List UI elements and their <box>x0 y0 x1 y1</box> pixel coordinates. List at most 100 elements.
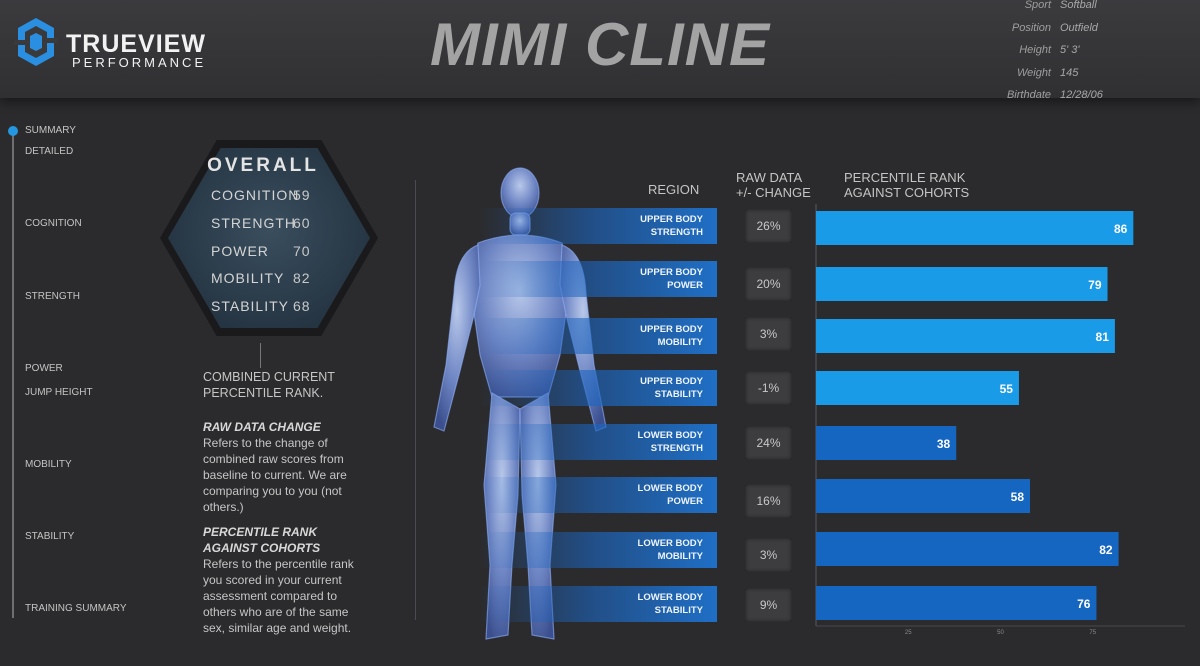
region-band-lower-body-power: LOWER BODY POWER <box>480 477 717 513</box>
brand-name: TRUEVIEW <box>66 30 206 58</box>
info-label: Weight <box>1016 66 1051 79</box>
raw-change-box: 26% <box>745 209 792 243</box>
percentile-bar-label: 58 <box>1011 490 1025 504</box>
header: TRUEVIEW PERFORMANCE MIMI CLINE Sport Sof… <box>0 0 1200 101</box>
region-label-line: MOBILITY <box>657 337 703 348</box>
percentile-bar <box>816 532 1119 566</box>
raw-change-box: 9% <box>745 588 792 622</box>
metric-label: POWER <box>211 243 269 259</box>
percentile-bar <box>816 586 1097 620</box>
metric-value: 60 <box>293 215 311 231</box>
region-label-line: LOWER BODY <box>637 592 703 603</box>
info-row-height: Height 5' 3' <box>980 39 1180 62</box>
chart-tick-label: 75 <box>1089 630 1096 636</box>
nav-timeline <box>12 128 14 618</box>
percentile-bar-label: 55 <box>1000 382 1014 396</box>
region-label-line: UPPER BODY <box>640 376 703 387</box>
raw-change-box: 3% <box>745 317 792 351</box>
overall-metric-mobility: MOBILITY 82 <box>211 270 361 286</box>
column-header-percentile: PERCENTILE RANK AGAINST COHORTS <box>844 170 970 200</box>
info-value: 12/28/06 <box>1060 89 1103 102</box>
nav-item-power[interactable]: POWER <box>25 363 63 374</box>
percentile-bar-label: 79 <box>1088 278 1102 292</box>
nav-item-mobility[interactable]: MOBILITY <box>25 459 72 470</box>
region-label-line: UPPER BODY <box>640 324 703 335</box>
region-label-line: UPPER BODY <box>640 214 703 225</box>
metric-label: STABILITY <box>211 298 289 314</box>
percentile-bar <box>816 479 1031 513</box>
nav-item-detailed[interactable]: DETAILED <box>25 146 74 157</box>
region-label-line: LOWER BODY <box>637 538 703 549</box>
metric-value: 70 <box>293 243 311 259</box>
overall-caption: COMBINED CURRENT PERCENTILE RANK. <box>203 370 335 400</box>
raw-change-box: 16% <box>745 484 792 518</box>
percentile-bar-label: 86 <box>1114 222 1128 236</box>
info-label: Sport <box>1024 0 1051 12</box>
region-label: UPPER BODY POWER <box>593 266 703 292</box>
region-label: LOWER BODY STRENGTH <box>593 429 703 455</box>
region-band-upper-body-stability: UPPER BODY STABILITY <box>480 370 717 406</box>
percentile-bar-label: 76 <box>1077 597 1091 611</box>
overall-metric-power: POWER 70 <box>211 243 361 259</box>
info-label: Position <box>1011 21 1051 34</box>
hexagon-connector <box>260 343 261 368</box>
metric-label: MOBILITY <box>211 270 285 286</box>
region-label: LOWER BODY STABILITY <box>593 591 703 617</box>
region-band-lower-body-stability: LOWER BODY STABILITY <box>480 586 717 622</box>
percentile-bar <box>816 319 1115 353</box>
nav-item-strength[interactable]: STRENGTH <box>25 291 80 302</box>
metric-value: 82 <box>293 270 311 286</box>
raw-change-box: 24% <box>745 426 792 460</box>
raw-data-change-text: Refers to the change of combined raw sco… <box>203 436 347 514</box>
nav-item-stability[interactable]: STABILITY <box>25 531 75 542</box>
percentile-bar <box>816 371 1019 405</box>
metric-label: STRENGTH <box>211 215 296 231</box>
percentile-bar <box>816 211 1134 245</box>
overall-metric-strength: STRENGTH 60 <box>211 215 361 231</box>
percentile-rank-text: Refers to the percentile rank you scored… <box>203 557 354 635</box>
percentile-bar-label: 82 <box>1099 543 1113 557</box>
percentile-bar-label: 38 <box>937 437 951 451</box>
nav-item-training-summary[interactable]: TRAINING SUMMARY <box>25 603 127 614</box>
column-header-region: REGION <box>648 182 700 197</box>
column-header-raw: RAW DATA +/- CHANGE <box>736 170 811 200</box>
region-label-line: UPPER BODY <box>640 267 703 278</box>
region-band-upper-body-mobility: UPPER BODY MOBILITY <box>480 318 717 354</box>
athlete-name: MIMI CLINE <box>430 11 770 78</box>
info-label: Birthdate <box>1006 89 1051 102</box>
region-label-line: STABILITY <box>654 605 703 616</box>
percentile-rank-title: PERCENTILE RANK AGAINST COHORTS <box>203 525 321 555</box>
raw-change-box: 20% <box>745 267 792 301</box>
nav-item-jump-height[interactable]: JUMP HEIGHT <box>25 387 93 398</box>
metric-value: 68 <box>293 298 311 314</box>
trueview-logo-icon <box>14 18 58 66</box>
region-label-line: MOBILITY <box>657 551 703 562</box>
info-label: Height <box>1019 44 1051 57</box>
athlete-info: Sport Softball Position Outfield Height 5' … <box>980 0 1180 107</box>
region-label-line: STRENGTH <box>650 443 703 454</box>
info-row-birthdate: Birthdate 12/28/06 <box>980 84 1180 107</box>
percentile-bar <box>816 267 1108 301</box>
chart-tick-label: 25 <box>905 630 912 636</box>
info-value: 145 <box>1060 66 1079 79</box>
overall-metric-stability: STABILITY 68 <box>211 298 361 314</box>
percentile-bar <box>816 426 957 460</box>
info-row-weight: Weight 145 <box>980 62 1180 85</box>
raw-change-box: -1% <box>745 371 792 405</box>
brand-subtitle: PERFORMANCE <box>72 55 207 70</box>
info-value: Softball <box>1060 0 1097 12</box>
metric-label: COGNITION <box>211 187 300 203</box>
nav-item-summary[interactable]: SUMMARY <box>25 125 76 136</box>
overall-metric-cognition: COGNITION 59 <box>211 187 361 203</box>
region-band-lower-body-mobility: LOWER BODY MOBILITY <box>480 532 717 568</box>
info-value: 5' 3' <box>1060 44 1080 57</box>
info-value: Outfield <box>1060 21 1098 34</box>
nav-item-cognition[interactable]: COGNITION <box>25 218 82 229</box>
region-label-line: STABILITY <box>654 389 703 400</box>
region-label-line: LOWER BODY <box>637 430 703 441</box>
chart-tick-label: 50 <box>997 630 1004 636</box>
region-label: UPPER BODY STABILITY <box>593 375 703 401</box>
percentile-bar-label: 81 <box>1096 330 1110 344</box>
region-label-line: POWER <box>667 496 703 507</box>
region-band-upper-body-strength: UPPER BODY STRENGTH <box>480 208 717 244</box>
